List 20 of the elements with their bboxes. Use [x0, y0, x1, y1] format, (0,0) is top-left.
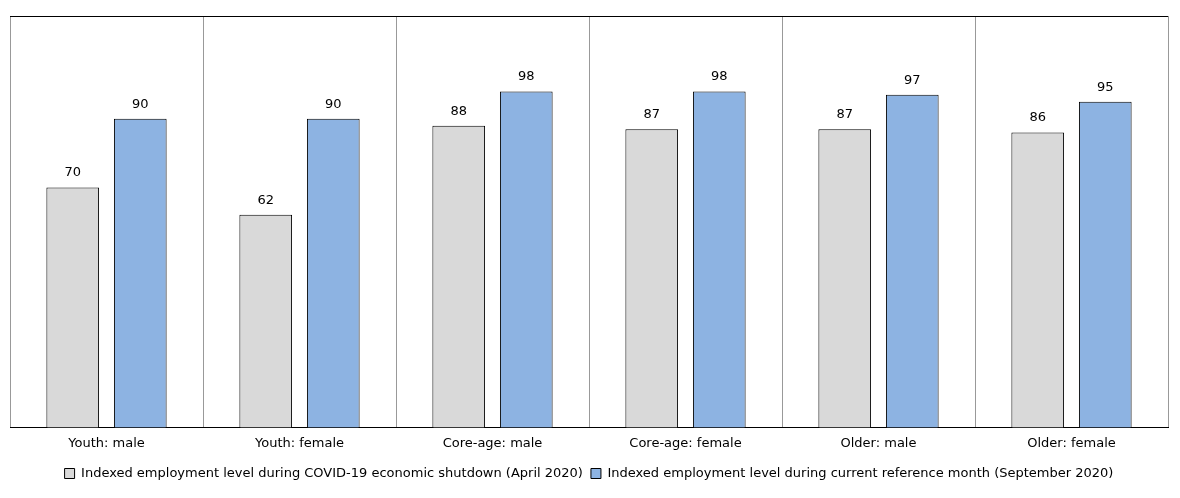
data-label: 90: [325, 95, 342, 111]
data-label: 87: [836, 106, 853, 122]
data-label: 87: [643, 106, 660, 122]
data-label: 97: [904, 71, 921, 87]
x-tick-label: Core-age: female: [629, 434, 742, 450]
legend-label: Indexed employment level during COVID-19 economic shutdown (April 2020): [81, 464, 583, 480]
data-label: 70: [64, 164, 81, 180]
x-tick-label: Older: male: [840, 434, 917, 450]
data-label: 98: [711, 68, 728, 84]
x-tick-label: Youth: female: [253, 434, 345, 450]
data-label: 98: [518, 68, 535, 84]
x-tick-label: Older: female: [1027, 434, 1116, 450]
data-label: 62: [257, 191, 274, 207]
legend-label: Indexed employment level during current reference month (September 2020): [607, 464, 1114, 480]
x-tick-label: Core-age: male: [442, 434, 543, 450]
data-label: 90: [132, 95, 149, 111]
data-label: 88: [450, 102, 467, 118]
data-label: 86: [1029, 109, 1046, 125]
x-tick-label: Youth: male: [67, 434, 145, 450]
data-label: 95: [1097, 78, 1114, 94]
